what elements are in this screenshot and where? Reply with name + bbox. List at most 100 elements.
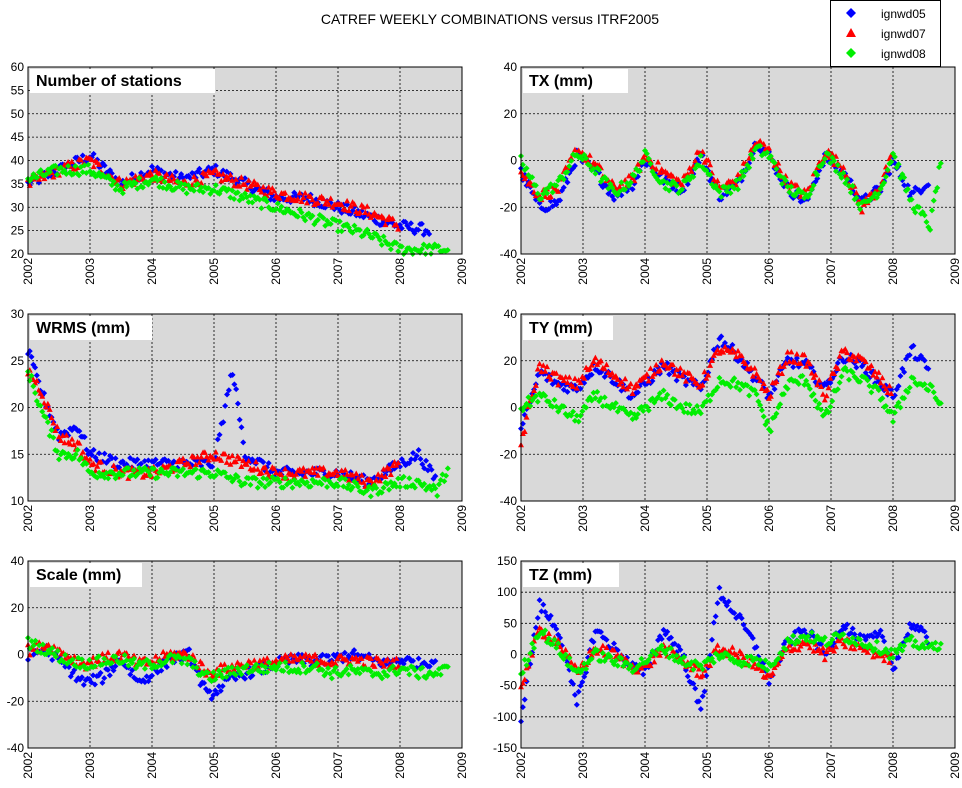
data-point-ignwd07 <box>735 347 741 354</box>
data-point-ignwd08 <box>923 638 930 645</box>
data-point-ignwd08 <box>387 246 394 253</box>
data-point-ignwd07 <box>294 195 301 202</box>
data-point-ignwd07 <box>881 657 888 664</box>
data-point-ignwd08 <box>132 180 139 187</box>
x-tick-label: 2005 <box>207 258 221 285</box>
data-point-ignwd07 <box>33 377 40 384</box>
data-point-ignwd07 <box>362 483 369 489</box>
data-point-ignwd07 <box>840 164 847 170</box>
data-point-ignwd08 <box>601 394 608 401</box>
data-point-ignwd07 <box>345 207 352 214</box>
data-point-ignwd07 <box>302 651 309 657</box>
y-tick-label: 45 <box>11 130 25 144</box>
data-point-ignwd05 <box>225 387 232 394</box>
panel-title-box <box>523 563 619 587</box>
data-point-ignwd07 <box>320 464 327 471</box>
data-point-ignwd08 <box>857 636 864 643</box>
data-point-ignwd08 <box>437 671 444 678</box>
data-point-ignwd07 <box>842 346 849 352</box>
data-point-ignwd08 <box>43 171 50 178</box>
data-point-ignwd07 <box>597 357 604 364</box>
data-point-ignwd08 <box>849 182 856 189</box>
y-tick-label: -20 <box>7 694 25 708</box>
data-point-ignwd08 <box>564 169 571 176</box>
data-point-ignwd07 <box>320 195 327 202</box>
data-point-ignwd07 <box>220 170 227 177</box>
data-point-ignwd07 <box>258 469 265 476</box>
data-point-ignwd07 <box>131 652 138 659</box>
data-point-ignwd08 <box>191 658 198 665</box>
data-point-ignwd08 <box>753 391 760 398</box>
panel-title-box <box>523 316 613 340</box>
data-point-ignwd05 <box>158 667 165 674</box>
data-point-ignwd08 <box>32 637 39 644</box>
data-point-ignwd07 <box>555 381 562 388</box>
data-point-ignwd05 <box>28 353 35 360</box>
x-tick-label: 2002 <box>21 258 35 285</box>
data-point-ignwd07 <box>386 465 393 472</box>
data-point-ignwd08 <box>253 661 260 668</box>
chart-panel-1: 20 25 30 35 40 45 50 55 60 2002 2003 2004 2005 2006 20… <box>11 60 469 285</box>
data-point-ignwd07 <box>679 372 686 378</box>
data-point-ignwd08 <box>592 170 599 177</box>
data-point-ignwd07 <box>201 449 208 455</box>
data-point-ignwd08 <box>912 209 919 216</box>
x-tick-label: 2006 <box>762 752 776 779</box>
panel-title: Number of stations <box>36 73 182 90</box>
data-point-ignwd07 <box>571 661 578 668</box>
data-point-ignwd08 <box>707 397 714 404</box>
data-point-ignwd07 <box>714 346 721 353</box>
data-point-ignwd08 <box>380 233 387 240</box>
data-point-ignwd07 <box>673 366 680 373</box>
data-point-ignwd07 <box>797 360 804 366</box>
data-point-ignwd08 <box>349 484 356 491</box>
data-point-ignwd07 <box>242 181 248 187</box>
data-point-ignwd07 <box>773 378 780 384</box>
data-point-ignwd07 <box>834 365 841 372</box>
data-point-ignwd07 <box>616 183 623 190</box>
y-tick-label: 35 <box>11 177 25 191</box>
data-point-ignwd08 <box>788 638 795 645</box>
data-point-ignwd05 <box>891 665 898 672</box>
data-point-ignwd07 <box>545 630 552 637</box>
data-point-ignwd05 <box>249 672 256 679</box>
data-point-ignwd07 <box>792 646 799 652</box>
data-point-ignwd07 <box>749 663 756 670</box>
data-point-ignwd07 <box>851 354 858 360</box>
data-point-ignwd08 <box>790 632 797 639</box>
data-point-ignwd07 <box>749 373 756 379</box>
data-point-ignwd05 <box>692 685 699 692</box>
data-point-ignwd07 <box>553 370 560 376</box>
data-point-ignwd07 <box>523 414 530 420</box>
data-point-ignwd08 <box>714 384 721 391</box>
data-point-ignwd07 <box>819 644 826 651</box>
data-point-ignwd05 <box>106 672 113 679</box>
data-point-ignwd08 <box>928 383 935 390</box>
data-point-ignwd07 <box>651 370 658 377</box>
data-point-ignwd07 <box>99 650 106 657</box>
data-point-ignwd07 <box>364 203 371 209</box>
data-point-ignwd07 <box>684 171 691 177</box>
panel-title-box <box>523 69 628 93</box>
data-point-ignwd08 <box>54 448 61 455</box>
data-point-ignwd05 <box>877 627 884 634</box>
data-point-ignwd07 <box>562 646 569 653</box>
data-point-ignwd08 <box>356 670 363 677</box>
data-point-ignwd08 <box>542 392 549 399</box>
data-point-ignwd05 <box>90 446 97 453</box>
data-point-ignwd08 <box>444 663 451 670</box>
y-tick-label: -40 <box>500 247 518 261</box>
data-point-ignwd08 <box>411 667 418 674</box>
data-point-ignwd08 <box>119 190 126 197</box>
data-point-ignwd08 <box>936 645 943 652</box>
y-tick-label: 60 <box>11 60 25 74</box>
data-point-ignwd08 <box>345 671 352 678</box>
data-point-ignwd07 <box>882 385 889 392</box>
data-point-ignwd07 <box>349 472 356 478</box>
data-point-ignwd07 <box>289 658 296 664</box>
data-point-ignwd08 <box>444 465 451 472</box>
data-point-ignwd07 <box>603 361 610 368</box>
data-point-ignwd07 <box>378 472 385 478</box>
data-point-ignwd08 <box>875 191 882 198</box>
